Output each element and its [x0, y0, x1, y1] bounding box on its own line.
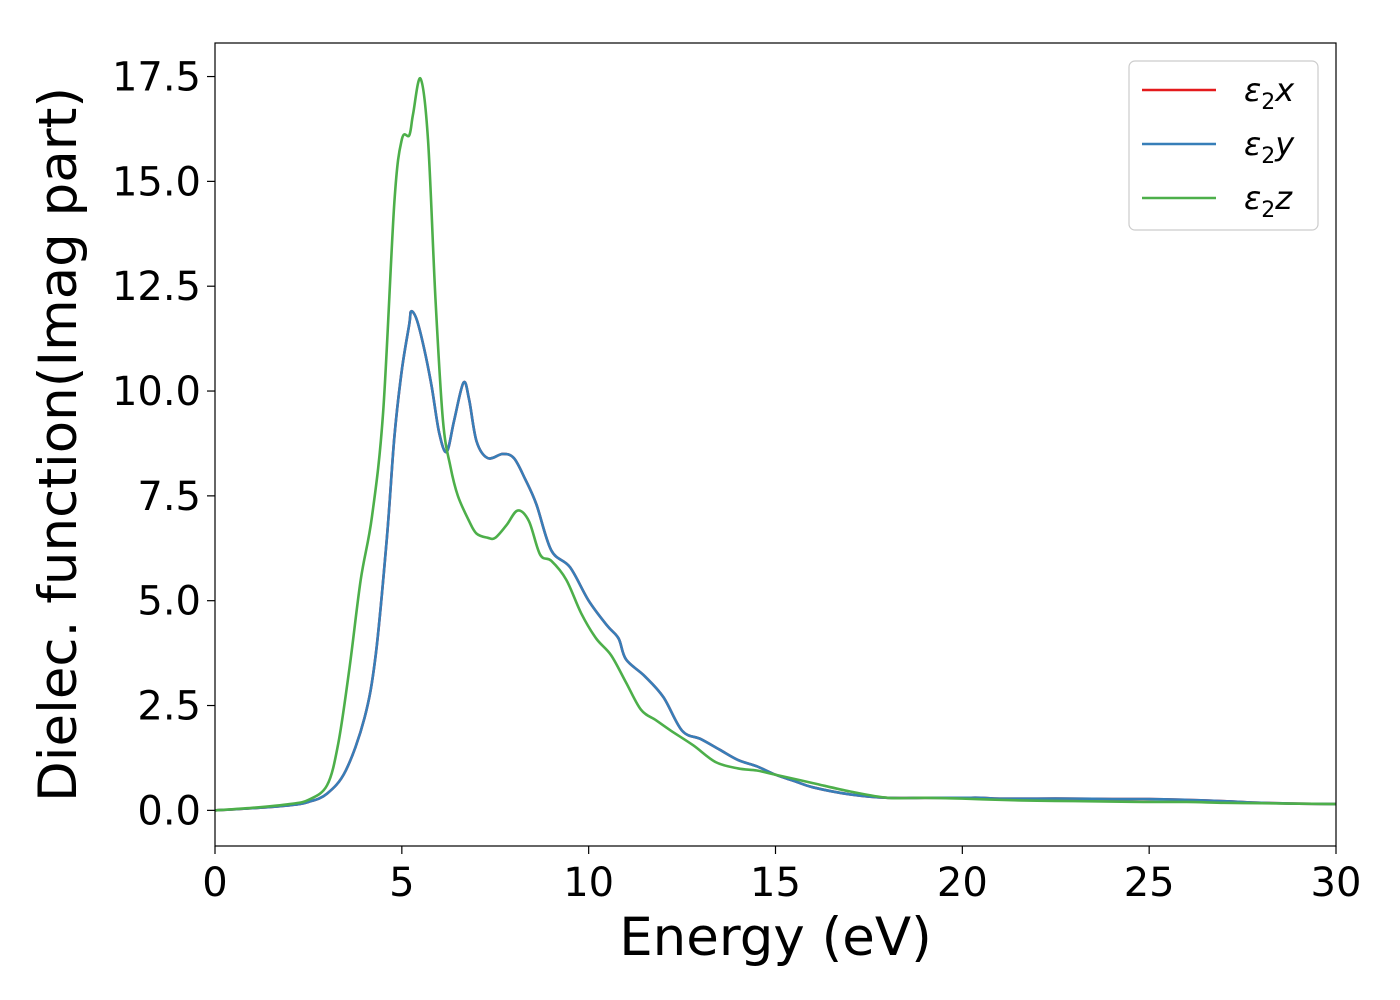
y-tick-label: 5.0	[137, 579, 201, 625]
y-tick-label: 10.0	[112, 369, 201, 415]
x-axis-title: Energy (eV)	[619, 907, 932, 968]
y-tick-label: 12.5	[112, 264, 201, 310]
series-line-ε2z	[215, 77, 1336, 812]
legend-label-ε2x: ε2x	[1244, 71, 1295, 115]
y-axis: 0.0 2.5 5.0 7.5 10.0 12.5 15.0 17.5	[112, 55, 215, 834]
y-tick-label: 7.5	[137, 474, 201, 520]
x-tick-label: 30	[1311, 860, 1362, 906]
series-layer	[215, 77, 1336, 812]
x-tick-label: 20	[937, 860, 988, 906]
series-line-ε2y	[215, 309, 1336, 812]
legend-label-ε2y: ε2y	[1244, 125, 1295, 169]
y-axis-title: Dielec. function(Imag part)	[28, 87, 89, 802]
y-tick-label: 15.0	[112, 159, 201, 205]
legend: ε2x ε2y ε2z	[1128, 60, 1319, 231]
y-tick-label: 2.5	[137, 684, 201, 730]
legend-label-ε2z: ε2z	[1244, 179, 1293, 223]
x-tick-label: 15	[750, 860, 801, 906]
x-axis: 0 5 10 15 20 25 30	[202, 846, 1361, 906]
x-tick-label: 5	[389, 860, 414, 906]
legend-frame	[1128, 60, 1319, 231]
y-tick-label: 17.5	[112, 55, 201, 101]
y-tick-label: 0.0	[137, 788, 201, 834]
x-tick-label: 25	[1124, 860, 1175, 906]
x-tick-label: 10	[563, 860, 614, 906]
x-tick-label: 0	[202, 860, 227, 906]
plot-area	[214, 42, 1337, 847]
